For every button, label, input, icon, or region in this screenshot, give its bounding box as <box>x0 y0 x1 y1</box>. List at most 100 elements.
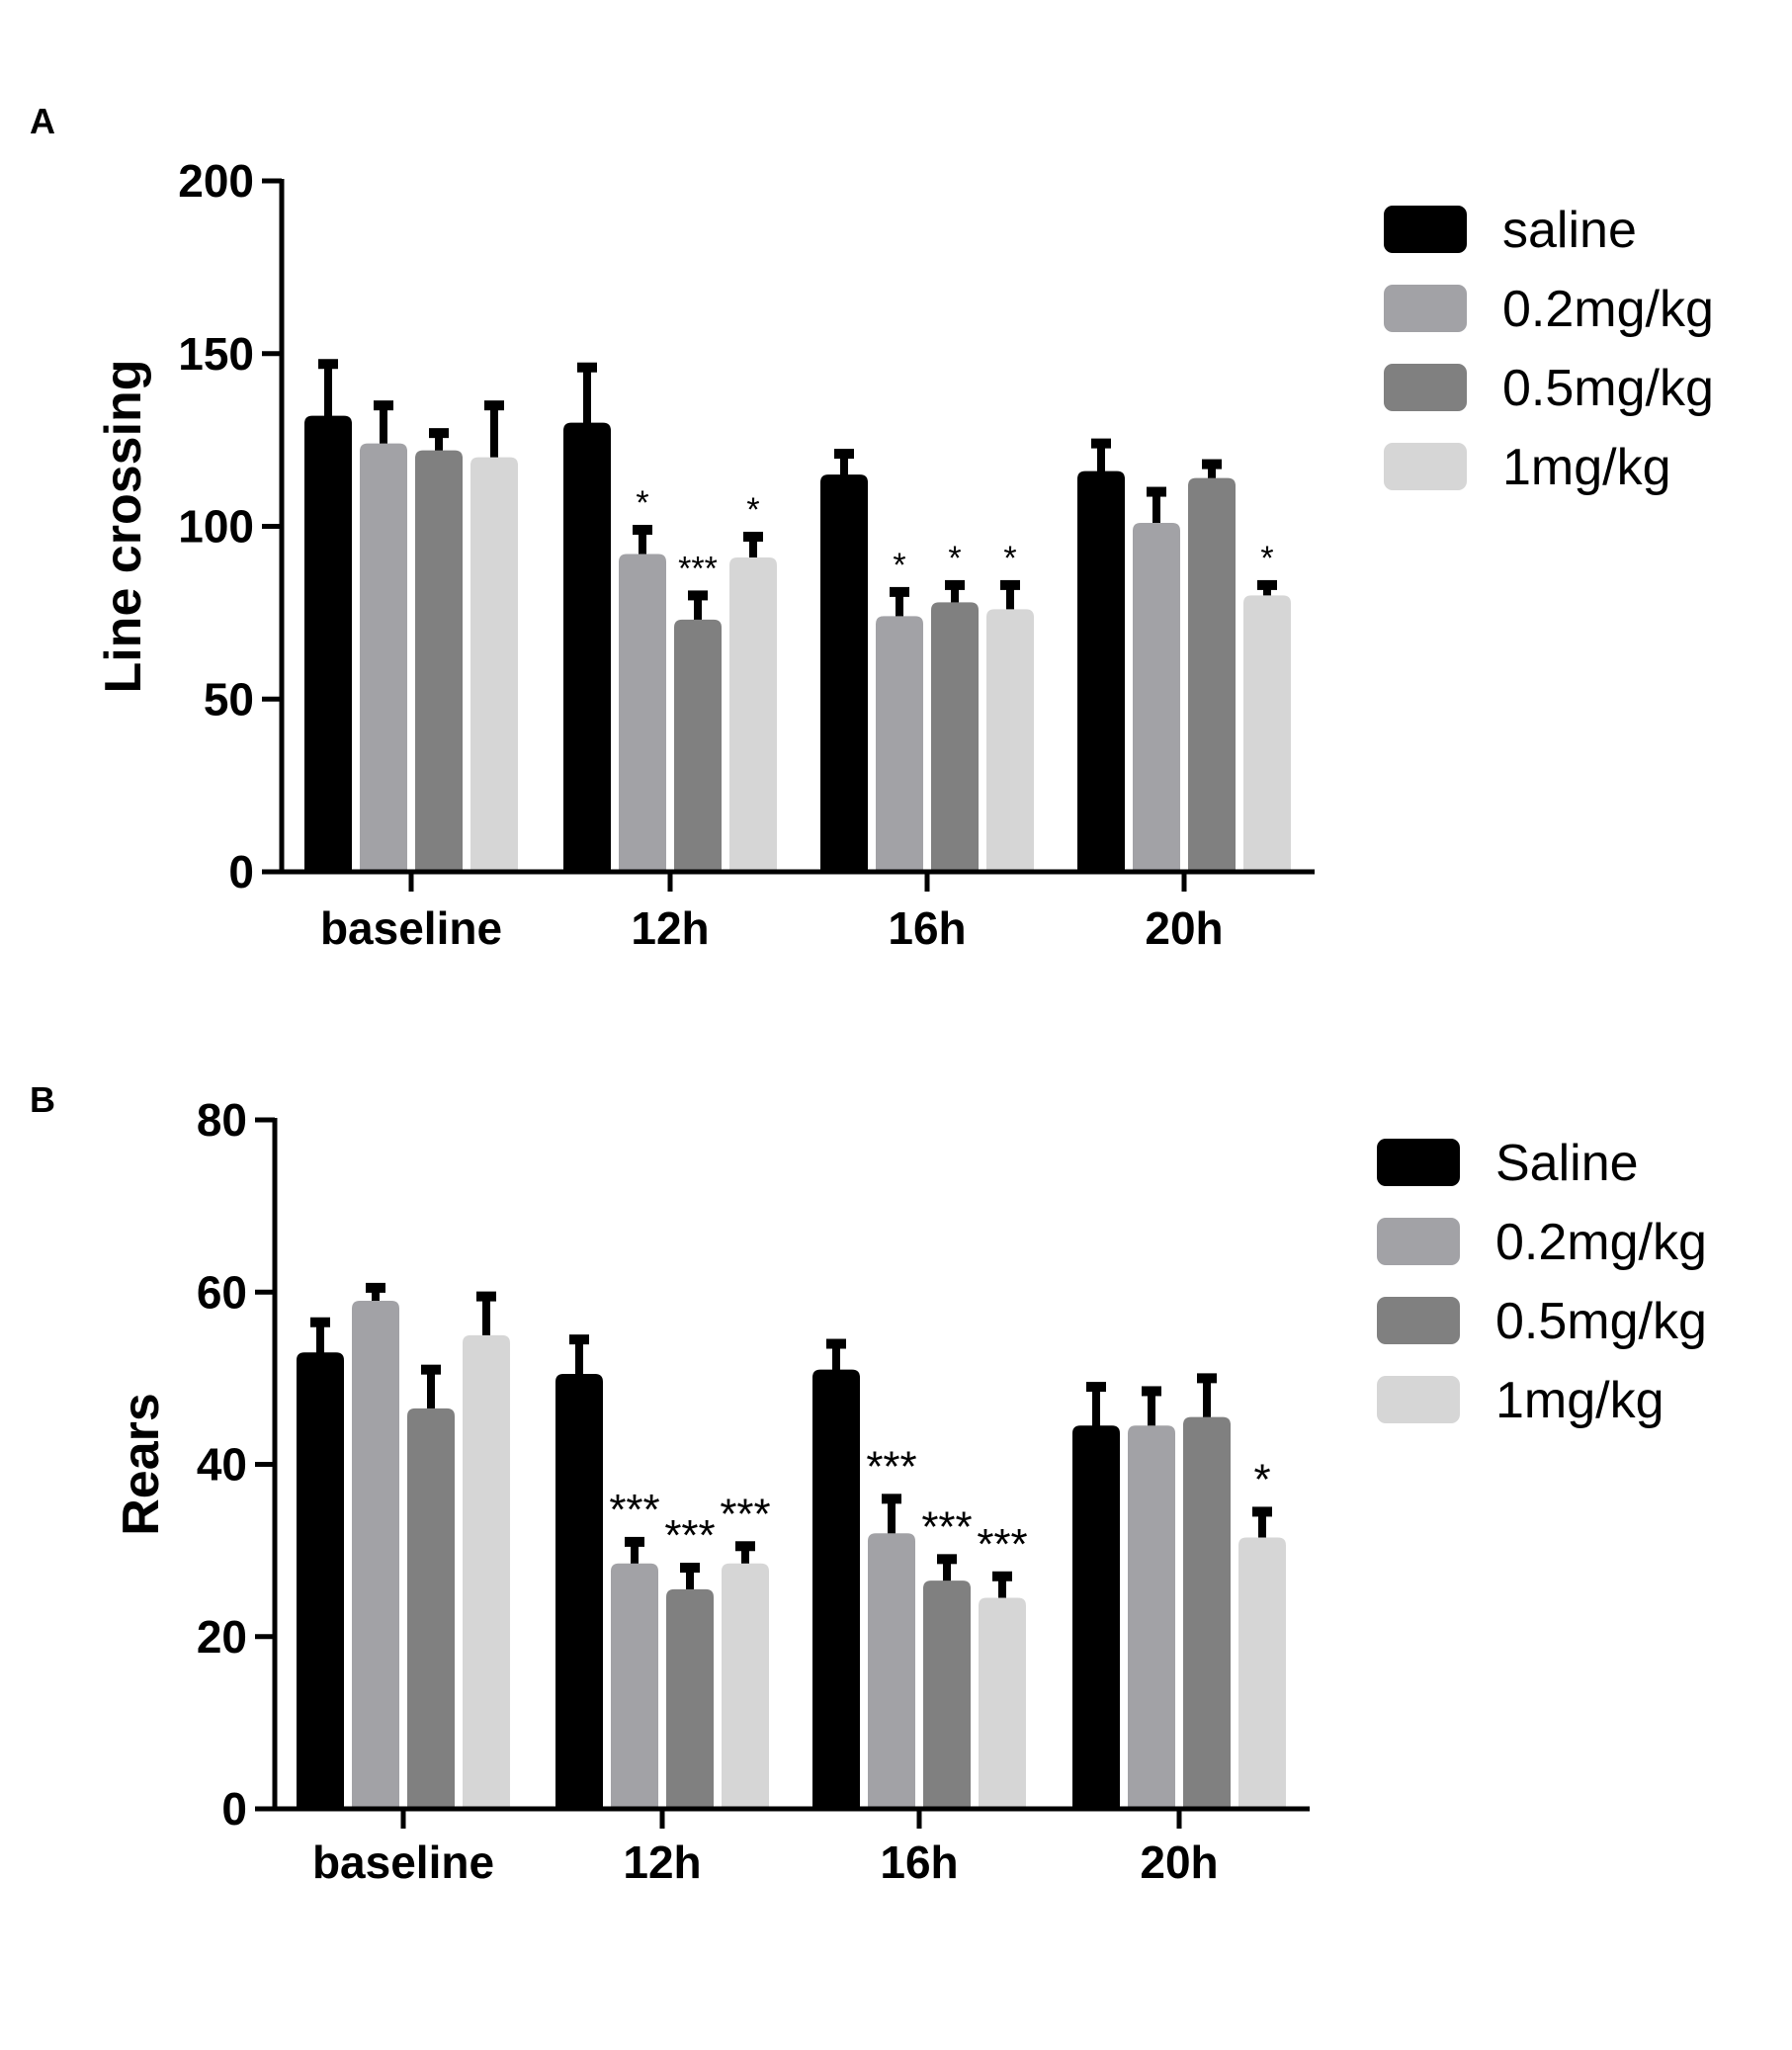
significance-label: *** <box>678 550 718 587</box>
significance-label: * <box>636 484 648 522</box>
error-cap <box>1202 459 1222 470</box>
error-cap <box>366 1282 385 1293</box>
y-tick-label: 50 <box>204 673 254 725</box>
error-bar <box>372 1287 380 1309</box>
y-tick-label: 60 <box>197 1266 247 1318</box>
bar <box>666 1588 714 1809</box>
bar <box>555 1374 603 1809</box>
error-cap <box>1086 1382 1106 1393</box>
x-tick-label: baseline <box>320 902 502 954</box>
significance-label: *** <box>921 1502 972 1551</box>
bar <box>1183 1416 1231 1809</box>
panel-letter: A <box>30 101 55 141</box>
error-cap <box>826 1338 846 1349</box>
legend-swatch <box>1384 206 1467 253</box>
significance-label: *** <box>609 1486 659 1534</box>
legend-label: saline <box>1502 202 1637 259</box>
y-tick-label: 100 <box>178 501 254 553</box>
error-bar <box>427 1369 435 1416</box>
y-tick-label: 200 <box>178 155 254 207</box>
error-cap <box>421 1364 441 1375</box>
error-bar <box>998 1576 1006 1606</box>
bar <box>931 602 979 872</box>
error-cap <box>318 359 338 370</box>
significance-label: * <box>1003 540 1016 577</box>
significance-label: * <box>948 540 961 577</box>
error-cap <box>1197 1373 1217 1384</box>
bar <box>563 422 611 872</box>
bar <box>415 450 463 872</box>
error-bar <box>943 1559 951 1589</box>
error-bar <box>1152 491 1160 532</box>
y-axis-title: Line crossing <box>95 359 152 693</box>
bar <box>611 1563 658 1809</box>
significance-label: *** <box>664 1511 715 1560</box>
bar <box>1077 470 1125 872</box>
error-cap <box>569 1334 589 1345</box>
y-tick-label: 40 <box>197 1439 247 1491</box>
legend-swatch <box>1377 1139 1460 1186</box>
error-bar <box>1097 443 1105 479</box>
bar <box>876 616 923 872</box>
x-tick-label: 12h <box>631 902 709 954</box>
error-cap <box>743 531 763 542</box>
legend: saline 0.2mg/kg 0.5mg/kg 1mg/kg <box>1384 202 1714 496</box>
legend-swatch <box>1384 364 1467 411</box>
error-cap <box>834 449 854 460</box>
error-bar <box>583 367 591 431</box>
y-tick-label: 0 <box>228 846 254 897</box>
error-bar <box>482 1296 490 1343</box>
bar <box>352 1300 399 1809</box>
legend-label: 0.2mg/kg <box>1495 1214 1707 1271</box>
x-tick-label: baseline <box>312 1836 494 1888</box>
y-tick-label: 20 <box>197 1611 247 1663</box>
error-cap <box>310 1317 330 1327</box>
bar <box>986 609 1034 872</box>
error-cap <box>1000 579 1020 590</box>
error-bar <box>1263 584 1271 604</box>
error-cap <box>882 1494 901 1504</box>
error-bar <box>686 1568 694 1597</box>
bar <box>470 457 518 872</box>
error-cap <box>937 1554 957 1565</box>
legend-swatch <box>1377 1218 1460 1265</box>
error-cap <box>735 1541 755 1552</box>
error-cap <box>633 524 652 535</box>
bar <box>923 1580 971 1809</box>
error-bar <box>639 529 646 562</box>
x-tick-label: 16h <box>880 1836 958 1888</box>
error-bar <box>840 454 848 483</box>
error-cap <box>992 1571 1012 1581</box>
significance-label: *** <box>977 1520 1027 1569</box>
bar <box>812 1369 860 1809</box>
error-bar <box>749 536 757 565</box>
error-cap <box>476 1291 496 1302</box>
legend-label: 0.5mg/kg <box>1495 1293 1707 1350</box>
bar <box>820 474 868 872</box>
legend-swatch <box>1384 443 1467 490</box>
error-bar <box>694 595 702 628</box>
error-cap <box>945 579 965 590</box>
legend-label: 1mg/kg <box>1495 1372 1664 1429</box>
error-bar <box>316 1322 324 1361</box>
error-bar <box>1092 1387 1100 1434</box>
bar <box>1133 523 1180 872</box>
error-bar <box>1258 1511 1266 1546</box>
bar <box>304 415 352 872</box>
error-bar <box>888 1498 896 1542</box>
error-bar <box>1148 1391 1155 1434</box>
error-cap <box>1252 1506 1272 1517</box>
bar <box>1188 477 1236 872</box>
y-tick-label: 0 <box>221 1783 247 1835</box>
y-axis-title: Rears <box>113 1393 170 1536</box>
legend-label: 0.2mg/kg <box>1502 281 1714 338</box>
significance-label: *** <box>866 1442 916 1491</box>
bar <box>463 1334 510 1809</box>
bar <box>1243 595 1291 872</box>
bar <box>360 443 407 872</box>
panel-letter: B <box>30 1079 55 1120</box>
error-bar <box>951 584 959 611</box>
